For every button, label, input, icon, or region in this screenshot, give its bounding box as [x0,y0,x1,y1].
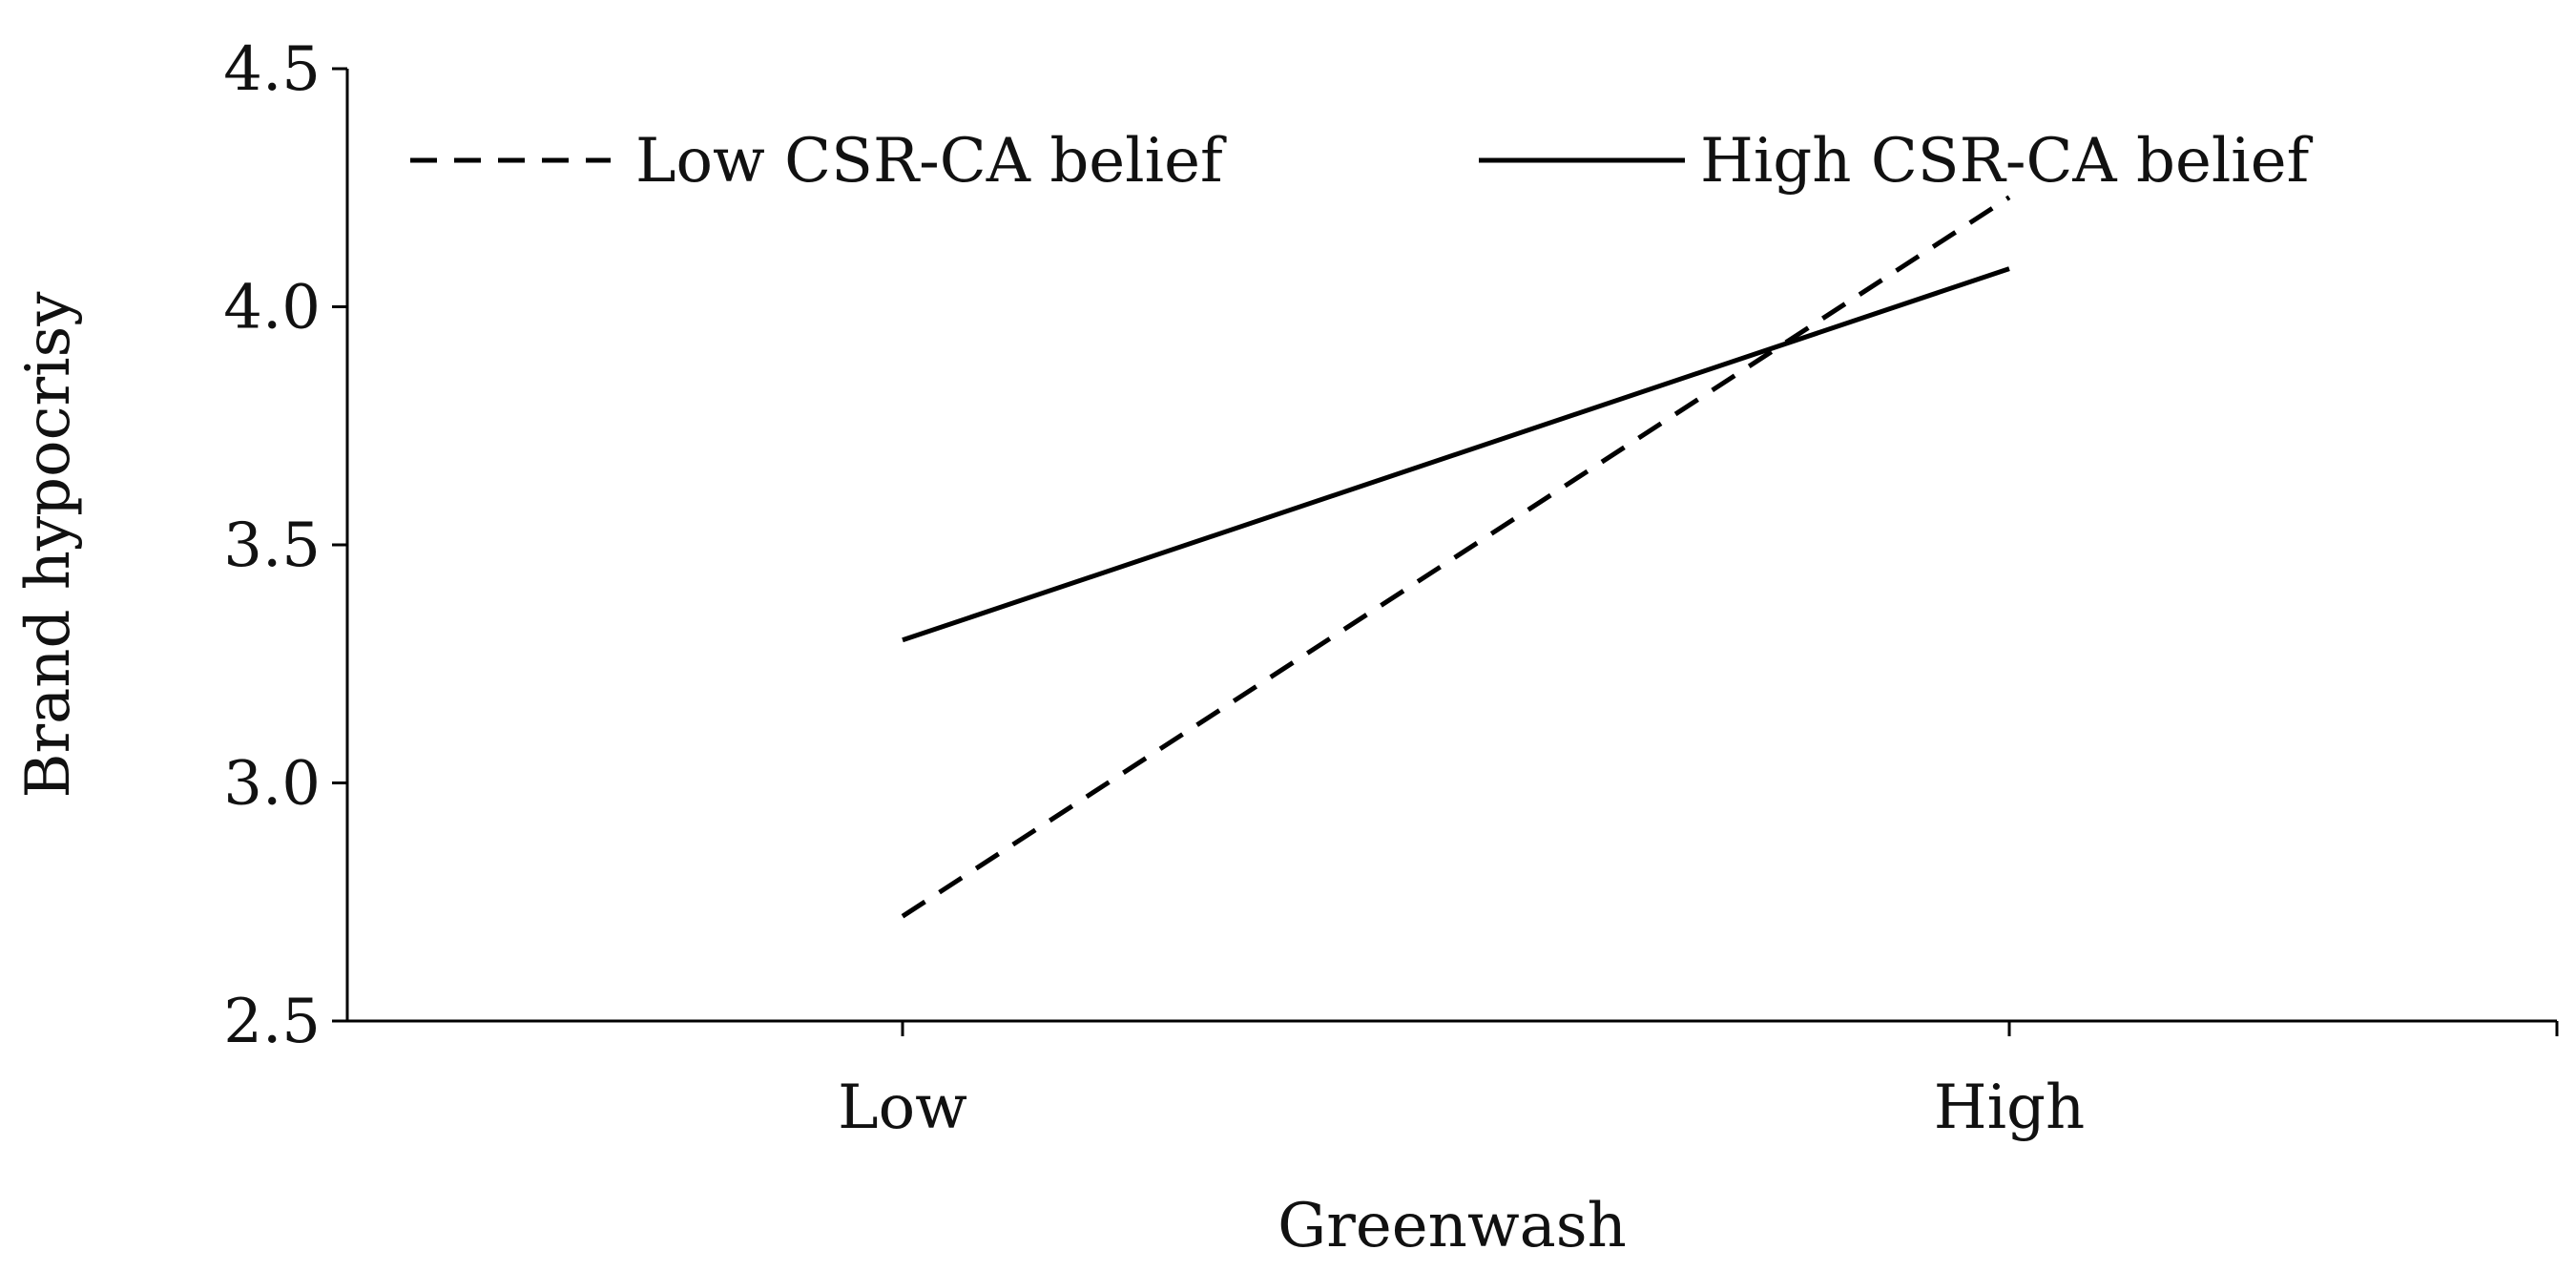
x-tick-label: Low [838,1073,967,1143]
series-line-low-csr-ca [901,195,2011,919]
x-ticks: Low High [838,1021,2559,1143]
y-tick-label: 4.5 [223,34,321,105]
series-line-high-csr-ca [902,266,2010,643]
legend-label: Low CSR-CA belief [635,126,1227,197]
y-tick-label: 4.0 [223,273,321,344]
y-ticks: 2.5 3.0 3.5 4.0 4.5 [223,34,347,1057]
x-axis-title: Greenwash [1278,1191,1627,1261]
y-tick-label: 3.5 [223,510,321,581]
y-tick-label: 3.0 [223,749,321,820]
y-axis-title: Brand hypocrisy [13,291,84,798]
legend: Low CSR-CA belief High CSR-CA belief [410,126,2314,197]
legend-label: High CSR-CA belief [1700,126,2314,197]
x-tick-label: High [1934,1073,2085,1143]
y-tick-label: 2.5 [223,987,321,1057]
series-lines [901,195,2011,919]
axes [345,69,2557,1023]
